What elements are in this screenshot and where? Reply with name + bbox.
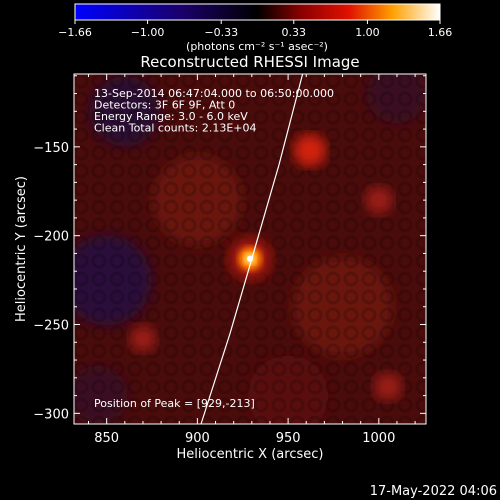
x-tick-label: 850: [94, 431, 119, 446]
y-axis-label: Heliocentric Y (arcsec): [14, 176, 29, 322]
y-tick-label: −150: [33, 141, 69, 156]
x-axis-label: Heliocentric X (arcsec): [177, 447, 324, 462]
colorbar-tick-label: 1.00: [355, 26, 380, 39]
footer-timestamp: 17-May-2022 04:06: [370, 484, 497, 499]
annotation-line: Detectors: 3F 6F 9F, Att 0: [94, 99, 235, 112]
colorbar-tick-label: −1.00: [131, 26, 165, 39]
colorbar: −1.66 −1.00 −0.33 0.33 1.00 1.66 (photons cm⁻…: [58, 3, 452, 53]
plot-area: [74, 74, 426, 424]
annotation-line: 13-Sep-2014 06:47:04.000 to 06:50:00.000: [94, 87, 334, 100]
emission-source: [364, 185, 394, 215]
colorbar-tick-label: 0.33: [282, 26, 307, 39]
colorbar-gradient: [74, 3, 441, 21]
emission-sources: [129, 133, 403, 401]
y-axis-ticks: −150 −200 −250 −300: [33, 75, 426, 422]
y-tick-label: −300: [33, 407, 69, 422]
y-tick-label: −200: [33, 230, 69, 245]
y-tick-label: −250: [33, 319, 69, 334]
colorbar-tick-label: −0.33: [204, 26, 238, 39]
colorbar-tick-label: −1.66: [58, 26, 92, 39]
solar-limb-curve: [200, 74, 304, 424]
plot-frame: [73, 73, 427, 425]
x-tick-label: 900: [185, 431, 210, 446]
colorbar-ticks: −1.66 −1.00 −0.33 0.33 1.00 1.66: [58, 20, 452, 39]
chart-title: Reconstructed RHESSI Image: [140, 53, 359, 71]
x-tick-label: 950: [276, 431, 301, 446]
emission-source: [373, 372, 403, 401]
emission-source: [293, 133, 327, 167]
annotation-line: Clean Total counts: 2.13E+04: [94, 122, 257, 135]
colorbar-tick-label: 1.66: [428, 26, 453, 39]
annotation-line: Energy Range: 3.0 - 6.0 keV: [94, 110, 248, 123]
annotation-block: 13-Sep-2014 06:47:04.000 to 06:50:00.000…: [94, 87, 334, 135]
x-tick-label: 1000: [362, 431, 395, 446]
peak-position-label: Position of Peak = [929,-213]: [94, 397, 255, 410]
emission-source: [129, 325, 157, 353]
x-axis-ticks: 850 900 950 1000: [88, 74, 416, 446]
colorbar-unit-label: (photons cm⁻² s⁻¹ asec⁻²): [186, 40, 328, 53]
